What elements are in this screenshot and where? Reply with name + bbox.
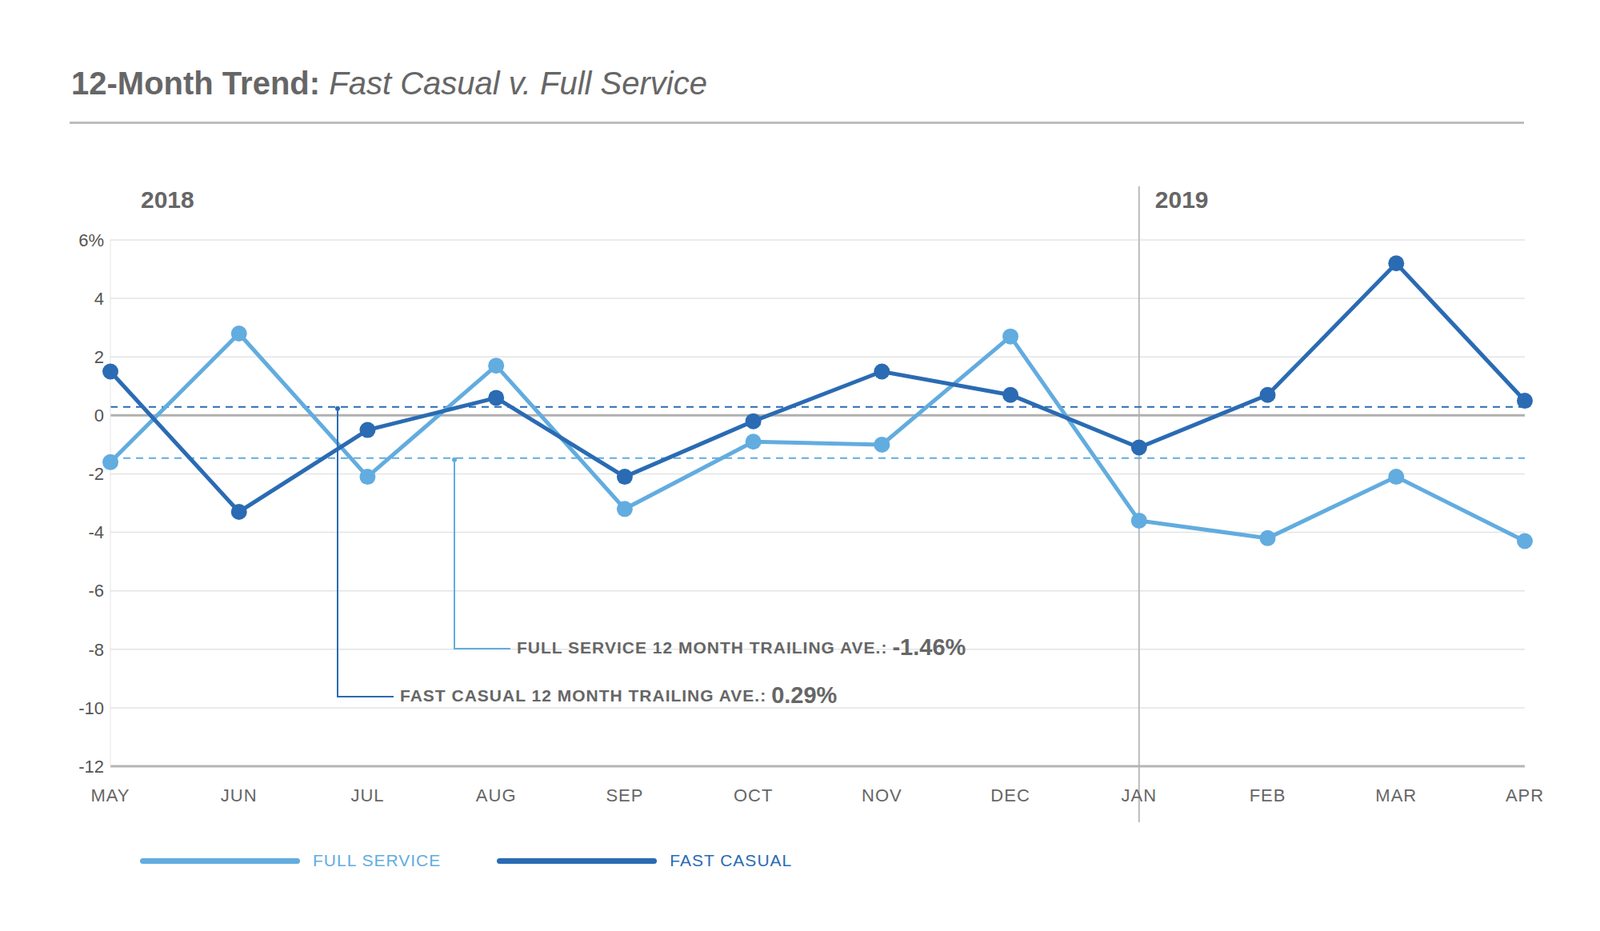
html-text:12-Month Trend: Fast Casual v.: 12-Month Trend: Fast Casual v. Full Serv…	[71, 65, 708, 101]
svg-text:DEC: DEC	[990, 785, 1030, 806]
svg-text:-4: -4	[88, 522, 104, 543]
svg-text:NOV: NOV	[861, 785, 903, 806]
html-text:FAST CASUAL: FAST CASUAL	[669, 851, 793, 870]
svg-text:MAY: MAY	[90, 785, 130, 806]
svg-text:MAR: MAR	[1375, 785, 1417, 806]
svg-text:-10: -10	[78, 698, 104, 719]
svg-text:-2: -2	[88, 464, 104, 484]
svg-text:SEP: SEP	[605, 785, 644, 806]
svg-text:-8: -8	[88, 640, 104, 660]
svg-text:-12: -12	[78, 756, 104, 777]
svg-text:OCT: OCT	[733, 785, 773, 806]
svg-text:6%: 6%	[78, 230, 104, 251]
svg-text:JUL: JUL	[350, 785, 384, 806]
svg-text:FEB: FEB	[1249, 785, 1287, 806]
svg-text:JUN: JUN	[220, 785, 258, 806]
svg-text:2018: 2018	[140, 186, 195, 213]
svg-text:-6: -6	[88, 580, 104, 601]
svg-text:4: 4	[94, 288, 104, 309]
svg-text:FAST CASUAL 12 MONTH TRAILING: FAST CASUAL 12 MONTH TRAILING AVE.:0.29%	[400, 682, 838, 708]
svg-text:2019: 2019	[1155, 186, 1209, 213]
html-text:FULL SERVICE: FULL SERVICE	[312, 851, 441, 870]
svg-text:2: 2	[94, 347, 104, 368]
svg-text:AUG: AUG	[476, 785, 517, 806]
svg-text:0: 0	[94, 405, 104, 426]
svg-text:FULL SERVICE 12 MONTH TRAILING: FULL SERVICE 12 MONTH TRAILING AVE.:-1.4…	[516, 634, 967, 660]
svg-text:APR: APR	[1505, 785, 1544, 806]
svg-text:JAN: JAN	[1121, 785, 1158, 806]
